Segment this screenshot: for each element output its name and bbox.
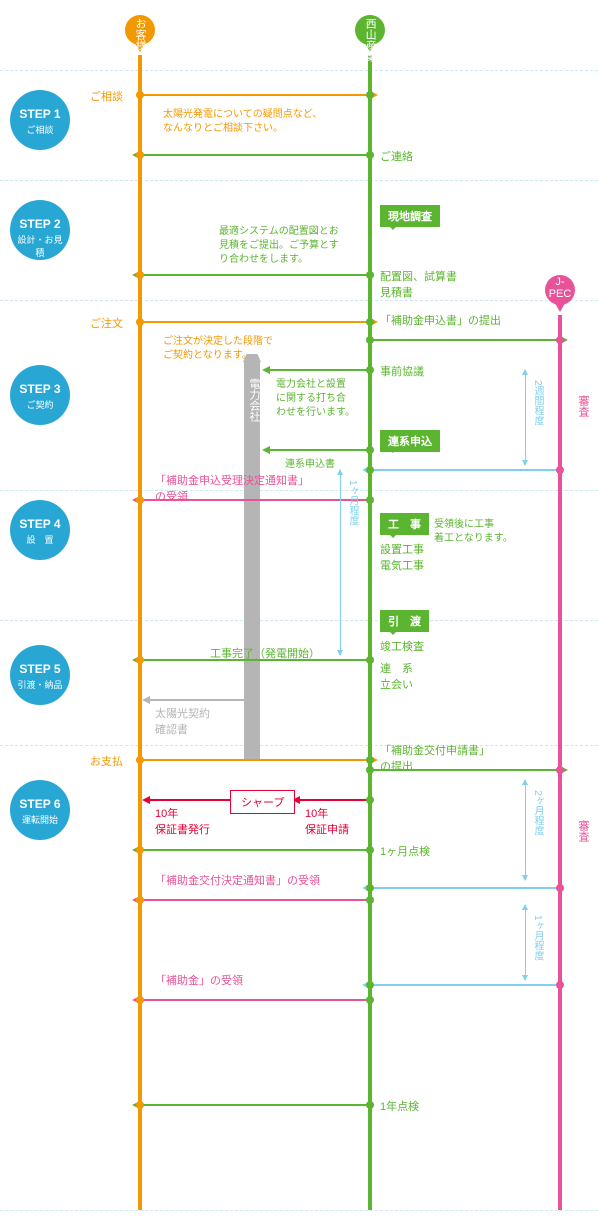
step-label: STEP 4設 置 — [15, 517, 65, 546]
arrow-line — [140, 759, 370, 761]
step-label: STEP 2設計・お見積 — [15, 217, 65, 259]
arrow-label: 工事完了（発電開始） — [210, 645, 320, 661]
description-text: ご注文が決定した段階でご契約となります。 — [163, 335, 273, 363]
arrow-label: 「補助金申込受理決定通知書」の受領 — [155, 472, 309, 504]
arrow-line — [370, 984, 560, 986]
arrow-label: 太陽光契約確認書 — [155, 705, 210, 737]
power-company-label: 電力会社 — [246, 378, 262, 422]
arrow-label: 「補助金交付決定通知書」の受領 — [155, 872, 320, 888]
arrow-label: ご相談 — [90, 88, 123, 104]
arrow-label: お支払 — [90, 753, 123, 769]
description-text: 電力会社と設置に関する打ち合わせを行います。 — [276, 378, 355, 420]
review-label: 審査 — [575, 820, 591, 842]
arrow-line — [140, 94, 370, 96]
section-divider — [0, 180, 598, 181]
description-text: 最適システムの配置図とお見積をご提出。ご予算とすり合わせをします。 — [219, 225, 339, 267]
arrow-line — [140, 321, 370, 323]
description-text: 太陽光発電についての疑問点など、なんなりとご相談下さい。 — [163, 108, 322, 136]
stage-flag: 現地調査 — [380, 205, 440, 227]
section-divider — [0, 745, 598, 746]
arrow-line — [150, 699, 252, 701]
arrow-line — [150, 799, 230, 801]
arrow-line — [140, 849, 370, 851]
arrow-line — [370, 469, 560, 471]
arrow-line — [370, 339, 560, 341]
arrow-label: 配置図、試算書見積書 — [380, 268, 457, 300]
arrow-label: ご注文 — [90, 315, 123, 331]
arrow-line — [270, 449, 370, 451]
step-label: STEP 5引渡・納品 — [15, 662, 65, 691]
arrow-line — [270, 369, 370, 371]
arrow-label: 10年保証書発行 — [155, 805, 210, 837]
flowchart-canvas: お客様 西山産業 J-PEC 電力会社 STEP 1ご相談 STEP 2設計・お見積 STE… — [0, 0, 598, 1229]
arrow-label: 「補助金交付申請書」の提出 — [380, 742, 490, 774]
arrow-line — [140, 899, 370, 901]
step-label: STEP 3ご契約 — [15, 382, 65, 411]
stage-flag: 引 渡 — [380, 610, 429, 632]
stage-flag: 工 事 — [380, 513, 429, 535]
arrow-label: 事前協議 — [380, 363, 424, 379]
arrow-line — [300, 799, 370, 801]
sharp-box: シャープ — [230, 790, 295, 814]
arrow-label: 「補助金申込書」の提出 — [380, 312, 501, 328]
duration-label: 2週間程度 — [530, 380, 545, 426]
review-label: 審査 — [575, 395, 591, 417]
lane-side-label: 連 系立会い — [380, 660, 413, 692]
lane-label: お客様 — [134, 18, 146, 51]
step-label: STEP 1ご相談 — [15, 107, 65, 136]
section-divider — [0, 300, 598, 301]
lane-line — [368, 55, 372, 1210]
arrow-line — [140, 999, 370, 1001]
arrow-line — [140, 1104, 370, 1106]
arrow-line — [140, 274, 370, 276]
section-divider — [0, 1210, 598, 1211]
arrow-line — [140, 154, 370, 156]
duration-label: 2ヶ月程度 — [530, 790, 545, 836]
lane-line — [138, 55, 142, 1210]
lane-label: 西山産業 — [364, 18, 376, 62]
lane-line — [558, 315, 562, 1210]
description-text: 受領後に工事着工となります。 — [434, 518, 513, 546]
arrow-label: 「補助金」の受領 — [155, 972, 243, 988]
arrow-label: 1ヶ月点検 — [380, 843, 430, 859]
arrow-label: 1年点検 — [380, 1098, 419, 1114]
section-divider — [0, 70, 598, 71]
step-label: STEP 6運転開始 — [15, 797, 65, 826]
duration-label: 1ヶ月程度 — [345, 480, 360, 526]
arrow-label: 10年保証申請 — [305, 805, 349, 837]
lane-label: J-PEC — [546, 276, 574, 300]
arrow-line — [370, 887, 560, 889]
duration-label: 1ヶ月程度 — [530, 915, 545, 961]
arrow-label: ご連絡 — [380, 148, 413, 164]
section-divider — [0, 620, 598, 621]
